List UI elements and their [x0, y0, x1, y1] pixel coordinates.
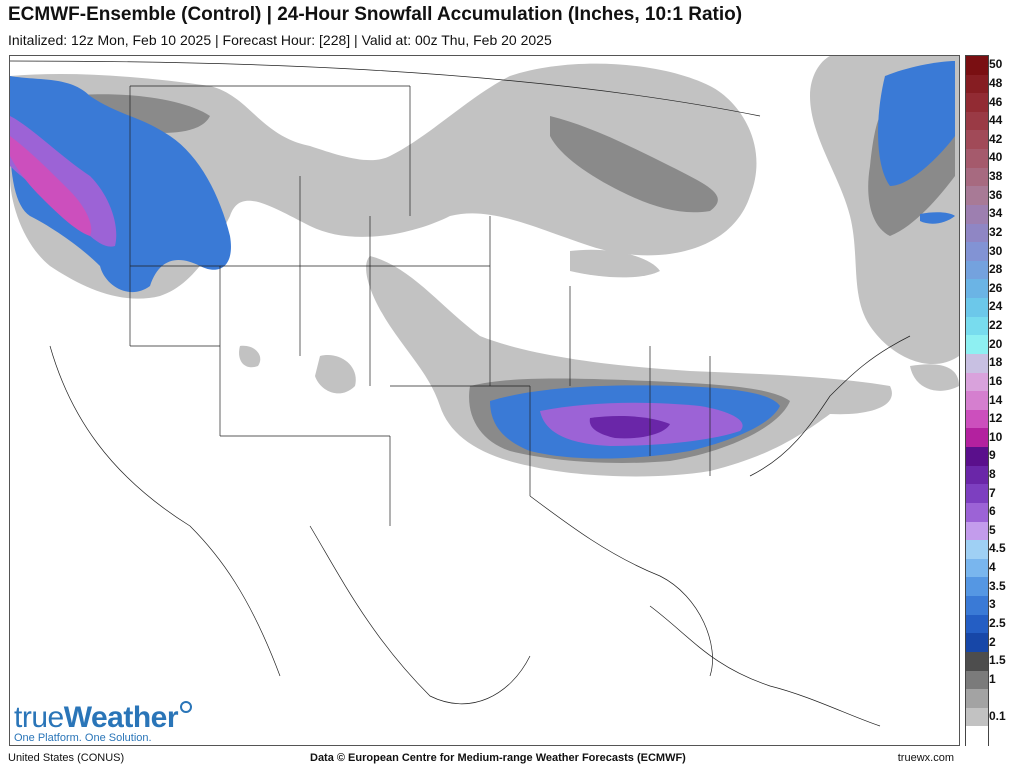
legend-label: 5	[989, 522, 996, 537]
legend-label: 34	[989, 206, 1003, 221]
legend-swatch	[966, 577, 988, 597]
legend-swatch	[966, 707, 988, 727]
snowfall-magenta	[10, 136, 92, 236]
legend-label: 16	[989, 373, 1003, 388]
legend-swatch	[966, 149, 988, 169]
legend-label: 26	[989, 280, 1003, 295]
legend-label: 4.5	[989, 541, 1006, 556]
legend-label: 36	[989, 187, 1003, 202]
legend-swatch	[966, 596, 988, 616]
legend-swatch	[966, 689, 988, 709]
legend-swatch	[966, 260, 988, 281]
legend-label: 1	[989, 671, 996, 686]
logo-dot-icon	[180, 701, 193, 713]
legend-swatch	[966, 540, 988, 560]
footer-credit: Data © European Centre for Medium-range …	[310, 752, 686, 764]
legend-label: 18	[989, 355, 1003, 370]
legend-swatch	[966, 353, 988, 374]
legend-label: 40	[989, 150, 1003, 165]
legend-swatch	[966, 465, 988, 485]
snowfall-map: trueWeather One Platform. One Solution.	[9, 55, 960, 746]
legend-label: 12	[989, 411, 1003, 426]
legend-label: 14	[989, 392, 1003, 407]
legend-swatch	[966, 409, 988, 430]
legend-label: 38	[989, 169, 1003, 184]
logo-tagline: One Platform. One Solution.	[14, 732, 152, 744]
legend-swatch	[966, 111, 988, 132]
logo-name-light: true	[14, 701, 64, 734]
color-legend-labels: 50 48 46 44 42 40 38 36 34 32 30 28 26 24 22 20 18 16 14 12…	[989, 55, 1024, 744]
trueweather-logo: trueWeather One Platform. One Solution.	[14, 701, 193, 744]
legend-swatch	[966, 484, 988, 504]
legend-swatch	[966, 372, 988, 392]
legend-swatch	[966, 521, 988, 541]
legend-swatch	[966, 167, 988, 187]
legend-label: 6	[989, 504, 996, 519]
legend-swatch	[966, 242, 988, 262]
legend-label: 10	[989, 429, 1003, 444]
legend-swatch	[966, 651, 988, 672]
legend-label: 20	[989, 336, 1003, 351]
legend-label: 2	[989, 634, 996, 649]
legend-label: 3	[989, 597, 996, 612]
footer-region: United States (CONUS)	[8, 752, 125, 764]
legend-label: 24	[989, 299, 1003, 314]
map-graphic	[10, 56, 959, 727]
legend-swatch	[966, 56, 988, 76]
legend-swatch	[966, 428, 988, 448]
legend-label: 46	[989, 94, 1003, 109]
legend-label: 8	[989, 466, 996, 481]
legend-swatch	[966, 130, 988, 150]
legend-label: 4	[989, 560, 996, 575]
legend-label: 48	[989, 75, 1003, 90]
legend-label: 3.5	[989, 578, 1006, 593]
legend-label: 32	[989, 224, 1003, 239]
legend-swatch	[966, 298, 988, 318]
legend-label: 30	[989, 243, 1003, 258]
footer-site: truewx.com	[897, 752, 954, 764]
legend-label: 2.5	[989, 615, 1006, 630]
legend-swatch	[966, 74, 988, 94]
legend-swatch	[966, 93, 988, 113]
map-title: ECMWF-Ensemble (Control) | 24-Hour Snowf…	[8, 4, 743, 25]
legend-swatch	[966, 316, 988, 336]
state-boundaries	[10, 60, 911, 727]
legend-label: 42	[989, 131, 1003, 146]
legend-swatch	[966, 633, 988, 653]
legend-label: 44	[989, 113, 1003, 128]
map-subtitle: Initalized: 12z Mon, Feb 10 2025 | Forec…	[8, 32, 552, 48]
legend-label: 22	[989, 318, 1003, 332]
legend-swatch	[966, 502, 988, 523]
legend-swatch	[966, 279, 988, 299]
logo-name-bold: Weather	[63, 701, 179, 734]
legend-swatch	[966, 335, 988, 355]
legend-swatch	[966, 391, 988, 411]
legend-label: 9	[989, 448, 996, 463]
color-legend	[965, 55, 989, 746]
legend-label: 0.1	[989, 709, 1006, 724]
legend-swatch	[966, 186, 988, 206]
legend-label: 50	[989, 57, 1003, 72]
legend-swatch	[966, 670, 988, 690]
legend-swatch	[966, 204, 988, 225]
legend-label: 7	[989, 485, 996, 500]
legend-swatch	[966, 223, 988, 243]
legend-swatch	[966, 447, 988, 467]
legend-swatch	[966, 726, 988, 746]
legend-swatch	[966, 558, 988, 578]
legend-label: 28	[989, 262, 1003, 277]
legend-swatch	[966, 614, 988, 634]
legend-label: 1.5	[989, 653, 1006, 668]
